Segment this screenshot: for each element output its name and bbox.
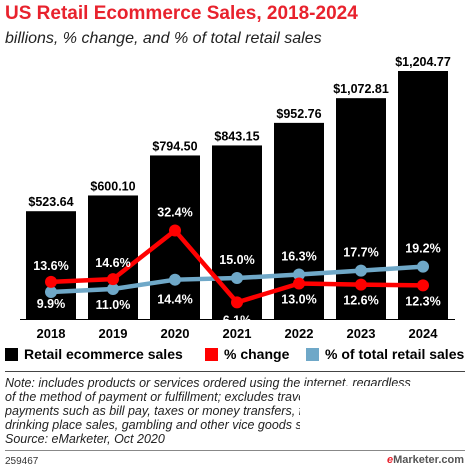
legend-swatch-ecommerce (5, 347, 18, 361)
legend-item-change: % change (205, 346, 289, 362)
emarketer-logo: eMarketer.com (386, 454, 464, 466)
change-point-2018 (45, 275, 57, 288)
legend-item-share: % of total retail sales (306, 346, 464, 362)
bar-label-2018: $523.64 (28, 195, 73, 209)
x-tick-2020: 2020 (161, 326, 190, 341)
change-label-2021: 6.1% (223, 313, 252, 327)
change-label-2023: 12.6% (343, 294, 378, 308)
x-tick-2019: 2019 (99, 326, 128, 341)
bar-label-2019: $600.10 (90, 179, 135, 193)
x-tick-2018: 2018 (37, 326, 66, 341)
legend-label-ecommerce: Retail ecommerce sales (24, 346, 183, 362)
change-label-2018: 13.6% (33, 259, 68, 273)
share-point-2024 (417, 260, 429, 273)
share-point-2023 (355, 264, 367, 277)
share-point-2020 (169, 273, 181, 286)
note-line: payments such as bill pay, taxes or mone… (5, 404, 397, 418)
bar-label-2024: $1,204.77 (395, 55, 451, 69)
share-point-2021 (231, 272, 243, 285)
footer-divider (5, 450, 465, 451)
bar-2020 (150, 155, 200, 319)
legend-swatch-change (205, 347, 218, 361)
legend-item-ecommerce: Retail ecommerce sales (5, 346, 183, 362)
bar-label-2021: $843.15 (214, 129, 259, 143)
share-label-2024: 19.2% (405, 242, 440, 256)
change-point-2020 (169, 224, 181, 237)
share-label-2021: 15.0% (219, 253, 254, 267)
note-line: drinking place sales, gambling and other… (5, 418, 325, 432)
obscured-region (300, 386, 470, 442)
share-point-2022 (293, 268, 305, 281)
bar-2024 (398, 71, 448, 319)
bar-label-2022: $952.76 (276, 107, 321, 121)
share-label-2018: 9.9% (37, 297, 66, 311)
change-point-2021 (231, 296, 243, 309)
share-point-2018 (45, 285, 57, 298)
x-tick-2023: 2023 (347, 326, 376, 341)
legend-label-change: % change (224, 346, 290, 362)
change-point-2024 (417, 279, 429, 292)
chart: $523.64 $600.10 $794.50 $843.15 $952.76 $1,07… (20, 55, 455, 341)
bar-label-2023: $1,072.81 (333, 82, 389, 96)
share-point-2019 (107, 282, 119, 295)
change-label-2019: 14.6% (95, 256, 130, 270)
change-label-2024: 12.3% (405, 294, 440, 308)
chart-title: US Retail Ecommerce Sales, 2018-2024 (5, 3, 358, 24)
share-label-2020: 14.4% (157, 293, 192, 307)
share-label-2022: 16.3% (281, 250, 316, 264)
change-label-2020: 32.4% (157, 206, 192, 220)
bar-2019 (88, 195, 138, 319)
change-point-2019 (107, 273, 119, 286)
note-divider (5, 371, 465, 372)
change-label-2022: 13.0% (281, 293, 316, 307)
chart-subtitle: billions, % change, and % of total retai… (5, 30, 322, 47)
x-tick-2024: 2024 (409, 326, 439, 341)
legend-swatch-share (306, 347, 319, 361)
bar-2018 (26, 211, 76, 319)
change-point-2022 (293, 277, 305, 290)
legend-label-share: % of total retail sales (325, 346, 465, 362)
chart-source: Source: eMarketer, Oct 2020 (5, 432, 165, 446)
change-point-2023 (355, 278, 367, 291)
bar-label-2020: $794.50 (152, 139, 197, 153)
x-tick-2022: 2022 (285, 326, 314, 341)
chart-id: 259467 (5, 456, 39, 467)
x-tick-2021: 2021 (223, 326, 252, 341)
bar-2021 (212, 145, 262, 319)
share-label-2019: 11.0% (96, 298, 131, 312)
share-label-2023: 17.7% (343, 246, 378, 260)
